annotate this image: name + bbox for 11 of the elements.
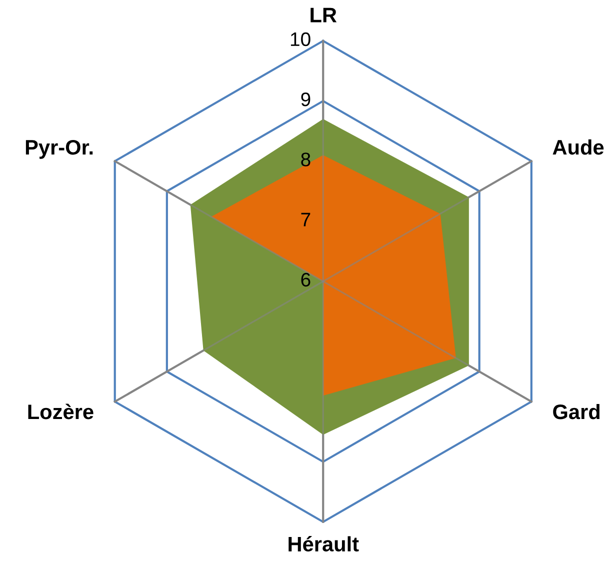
spoke-label: Gard xyxy=(553,404,600,420)
y-tick-label: 7 xyxy=(301,212,310,226)
spoke-label: Aude xyxy=(552,139,604,155)
spoke-label: Lozère xyxy=(28,404,94,420)
y-tick-label: 9 xyxy=(301,92,310,106)
y-tick-label: 10 xyxy=(290,32,310,46)
spoke-label: Hérault xyxy=(288,536,359,552)
spoke-label: LR xyxy=(310,8,337,22)
spoke-label: Pyr-Or. xyxy=(26,140,93,159)
y-tick-label: 8 xyxy=(301,152,310,166)
y-tick-label: 6 xyxy=(301,272,310,287)
